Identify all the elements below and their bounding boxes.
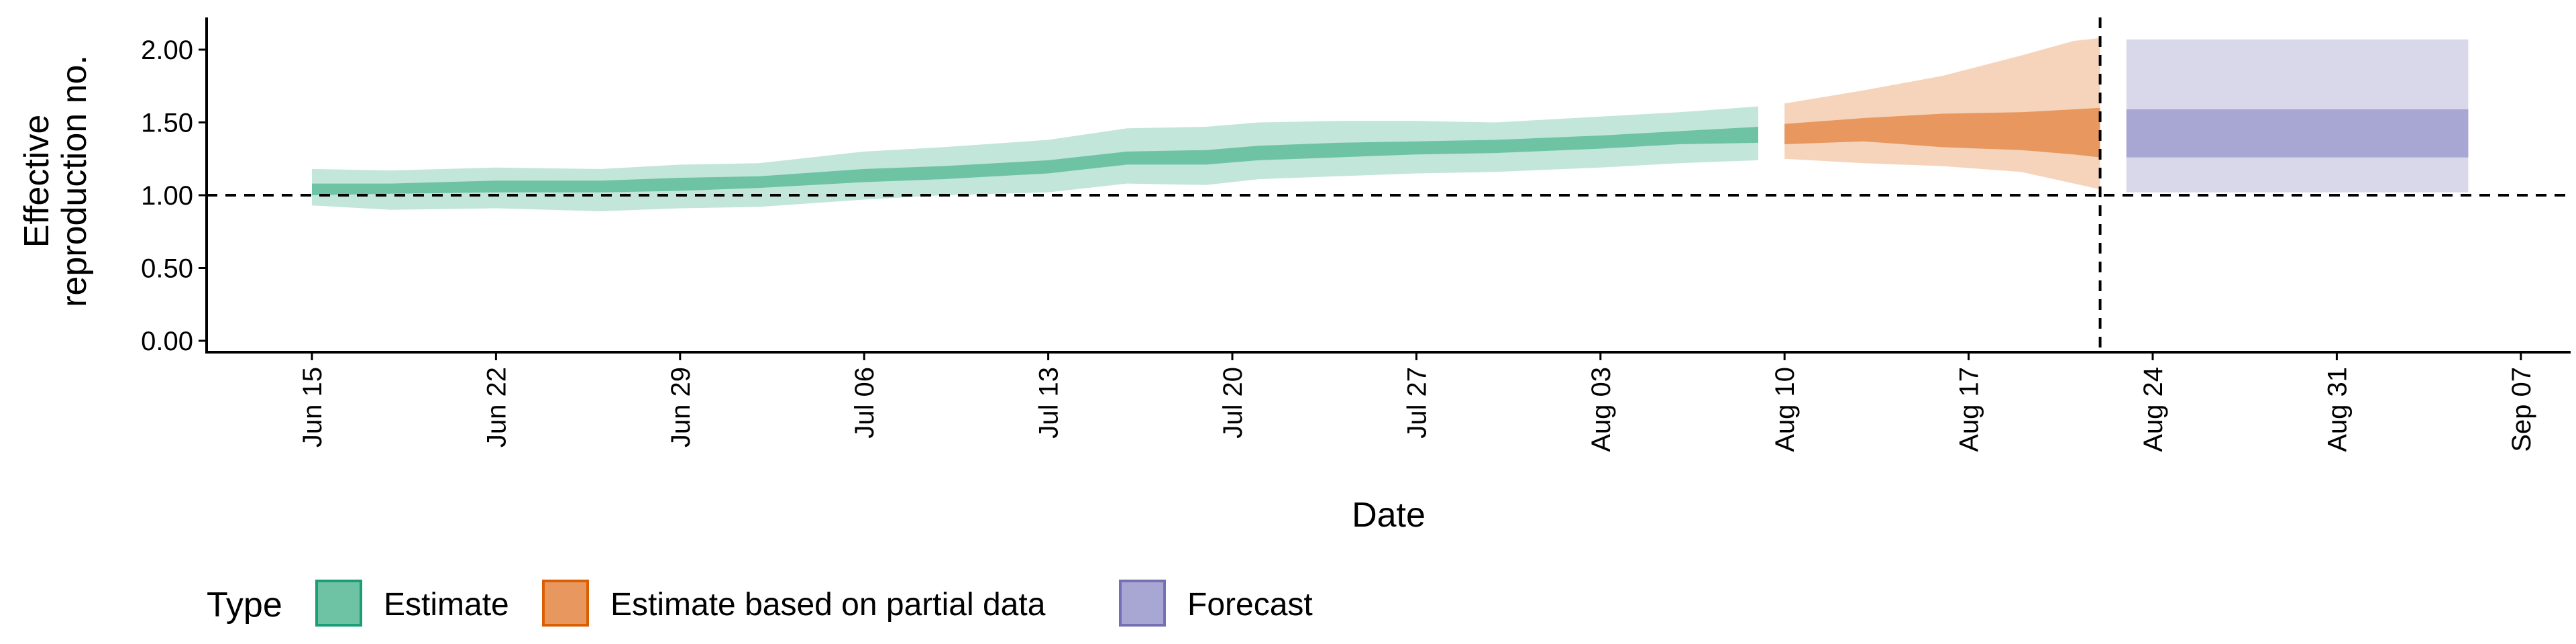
x-tick-label: Aug 17	[1955, 367, 1984, 452]
x-tick-label: Jul 06	[850, 367, 879, 439]
x-tick-label: Jun 29	[666, 367, 696, 447]
credible-interval-bands	[312, 38, 2469, 211]
band-90-estimate-based-on-partial-data	[1784, 38, 2100, 190]
legend-item-label: Estimate based on partial data	[610, 587, 1046, 623]
legend-swatch	[1119, 580, 1166, 627]
y-tick-label: 0.50	[141, 254, 193, 284]
legend-title: Type	[207, 586, 282, 625]
y-axis-ticks: 0.00 0.50 1.00 1.50 2.00	[141, 36, 207, 356]
y-tick-label: 1.50	[141, 109, 193, 138]
x-tick-label: Aug 10	[1770, 367, 1800, 452]
legend-swatch	[315, 580, 362, 627]
x-tick-label: Aug 24	[2139, 367, 2168, 452]
y-tick-label: 1.00	[141, 181, 193, 211]
x-tick-label: Aug 03	[1587, 367, 1616, 452]
legend-swatch	[542, 580, 589, 627]
x-tick-label: Sep 07	[2507, 367, 2536, 452]
x-tick-label: Jun 15	[298, 367, 327, 447]
x-tick-label: Aug 31	[2322, 367, 2352, 452]
x-tick-label: Jul 27	[1402, 367, 1432, 439]
legend: Type Estimate Estimate based on partial d…	[207, 580, 1313, 627]
x-axis-ticks: Jun 15 Jun 22 Jun 29 Jul 06 Jul 13 Jul 20 Jul …	[298, 352, 2536, 452]
x-tick-label: Jul 13	[1034, 367, 1064, 439]
band-50-forecast	[2126, 109, 2469, 158]
y-tick-label: 2.00	[141, 36, 193, 65]
y-axis-title-line-2: reproduction no.	[55, 55, 94, 307]
x-tick-label: Jul 20	[1218, 367, 1248, 439]
x-tick-label: Jun 22	[482, 367, 511, 447]
axes	[205, 17, 2571, 354]
band-50-estimate	[312, 127, 1758, 195]
legend-item-label: Estimate	[384, 587, 509, 623]
y-axis-title-line-1: Effective	[17, 115, 56, 248]
band-50-estimate-based-on-partial-data	[1784, 107, 2100, 158]
x-axis-title: Date	[1352, 496, 1426, 535]
y-axis-title: Effective reproduction no.	[17, 55, 94, 307]
legend-item-label: Forecast	[1187, 587, 1313, 623]
y-tick-label: 0.00	[141, 327, 193, 356]
